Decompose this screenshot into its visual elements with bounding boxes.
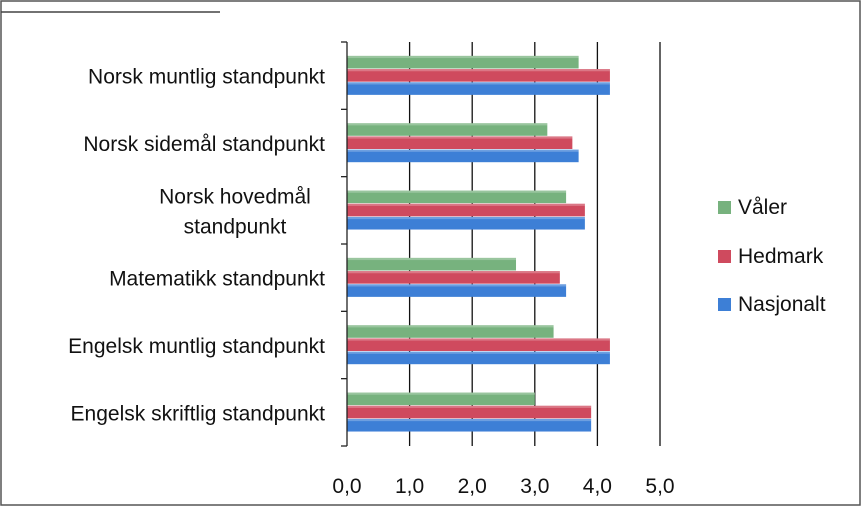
legend-label: Våler — [738, 196, 787, 219]
bar-highlight — [347, 216, 585, 220]
bar-highlight — [347, 136, 573, 139]
category-label: Norsk hovedmål — [159, 185, 311, 208]
category-label: standpunkt — [184, 215, 287, 238]
bar — [347, 216, 585, 230]
category-label: Engelsk muntlig standpunkt — [68, 335, 325, 358]
bar-highlight — [347, 55, 579, 59]
category-labels: Norsk muntlig standpunkt Norsk sidemål st… — [68, 66, 325, 426]
bar — [347, 82, 610, 95]
bar-highlight — [347, 392, 535, 395]
category-label: Engelsk skriftlig standpunkt — [71, 402, 326, 425]
bar — [347, 55, 579, 69]
bar — [347, 284, 567, 297]
axes — [341, 41, 348, 447]
bar — [347, 392, 535, 406]
category-label: Matematikk standpunkt — [109, 268, 325, 291]
bar-highlight — [347, 149, 579, 152]
legend: Våler Hedmark Nasjonalt — [718, 196, 826, 316]
x-tick-label: 2,0 — [458, 475, 487, 498]
gridlines — [408, 42, 661, 446]
bar — [347, 271, 560, 284]
category-label: Norsk muntlig standpunkt — [88, 66, 325, 89]
legend-swatch — [718, 201, 731, 214]
bar-highlight — [347, 338, 610, 341]
bar-highlight — [347, 405, 592, 408]
bar-highlight — [347, 351, 610, 354]
bar-highlight — [347, 82, 610, 85]
bar-highlight — [347, 271, 560, 274]
x-tick-label: 0,0 — [332, 475, 361, 498]
legend-label: Hedmark — [738, 245, 824, 268]
legend-label: Nasjonalt — [738, 293, 826, 316]
bar-highlight — [347, 203, 585, 206]
bar — [347, 149, 579, 163]
x-tick-labels: 0,0 1,0 2,0 3,0 4,0 5,0 — [332, 475, 674, 498]
bar-highlight — [347, 284, 567, 287]
bar-highlight — [347, 190, 567, 193]
bar-highlight — [347, 69, 610, 72]
bar — [347, 190, 567, 204]
bar — [347, 418, 592, 432]
bar — [347, 338, 610, 351]
category-label: Norsk sidemål standpunkt — [83, 133, 325, 156]
bar — [347, 325, 554, 338]
x-tick-label: 5,0 — [645, 475, 674, 498]
bar — [347, 123, 548, 136]
x-tick-label: 3,0 — [520, 475, 549, 498]
bar-highlight — [347, 123, 548, 126]
legend-swatch — [718, 298, 731, 311]
bar — [347, 69, 610, 82]
x-tick-label: 1,0 — [395, 475, 424, 498]
bar — [347, 351, 610, 365]
bar — [347, 136, 573, 149]
bar — [347, 203, 585, 217]
bar-highlight — [347, 257, 517, 261]
bar — [347, 257, 517, 271]
bar — [347, 405, 592, 419]
bars-group — [347, 55, 610, 432]
x-tick-label: 4,0 — [583, 475, 612, 498]
bar-highlight — [347, 325, 554, 328]
bar-highlight — [347, 418, 592, 422]
legend-swatch — [718, 250, 731, 263]
